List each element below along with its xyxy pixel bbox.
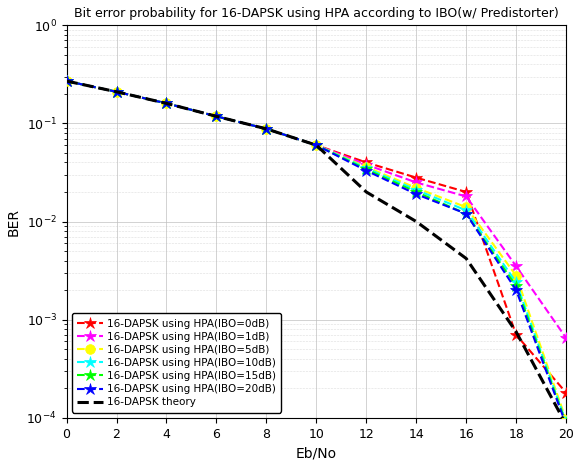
16-DAPSK using HPA(IBO=10dB) [363,165,370,171]
16-DAPSK using HPA(IBO=5dB) [562,417,569,423]
16-DAPSK using HPA(IBO=15dB) [562,420,569,426]
16-DAPSK using HPA(IBO=15dB) [363,167,370,172]
16-DAPSK theory [462,256,469,262]
16-DAPSK using HPA(IBO=15dB) [413,189,419,195]
16-DAPSK theory [163,100,170,106]
16-DAPSK theory [313,142,320,148]
16-DAPSK using HPA(IBO=20dB) [113,89,120,95]
16-DAPSK using HPA(IBO=1dB) [413,180,419,185]
16-DAPSK using HPA(IBO=1dB) [63,78,70,84]
16-DAPSK theory [63,78,70,84]
Line: 16-DAPSK using HPA(IBO=0dB): 16-DAPSK using HPA(IBO=0dB) [60,75,572,399]
16-DAPSK using HPA(IBO=20dB) [313,142,320,148]
16-DAPSK theory [263,126,270,132]
16-DAPSK using HPA(IBO=0dB) [263,126,270,132]
16-DAPSK using HPA(IBO=15dB) [163,100,170,106]
16-DAPSK using HPA(IBO=20dB) [562,422,569,427]
16-DAPSK using HPA(IBO=5dB) [363,164,370,170]
16-DAPSK theory [363,189,370,195]
Legend: 16-DAPSK using HPA(IBO=0dB), 16-DAPSK using HPA(IBO=1dB), 16-DAPSK using HPA(IBO: 16-DAPSK using HPA(IBO=0dB), 16-DAPSK us… [72,313,281,412]
16-DAPSK using HPA(IBO=10dB) [462,207,469,213]
16-DAPSK using HPA(IBO=10dB) [413,187,419,193]
16-DAPSK using HPA(IBO=10dB) [163,100,170,106]
16-DAPSK using HPA(IBO=15dB) [512,283,519,289]
Line: 16-DAPSK using HPA(IBO=10dB): 16-DAPSK using HPA(IBO=10dB) [60,75,572,429]
16-DAPSK using HPA(IBO=20dB) [263,126,270,132]
Line: 16-DAPSK theory: 16-DAPSK theory [67,81,566,425]
16-DAPSK using HPA(IBO=10dB) [213,113,220,119]
16-DAPSK theory [562,422,569,427]
16-DAPSK using HPA(IBO=20dB) [363,168,370,173]
16-DAPSK using HPA(IBO=5dB) [63,78,70,84]
16-DAPSK using HPA(IBO=5dB) [213,113,220,119]
16-DAPSK using HPA(IBO=1dB) [562,335,569,341]
16-DAPSK using HPA(IBO=5dB) [313,142,320,148]
Line: 16-DAPSK using HPA(IBO=5dB): 16-DAPSK using HPA(IBO=5dB) [62,76,571,425]
16-DAPSK using HPA(IBO=20dB) [213,113,220,119]
16-DAPSK using HPA(IBO=0dB) [413,175,419,180]
Title: Bit error probability for 16-DAPSK using HPA according to IBO(w/ Predistorter): Bit error probability for 16-DAPSK using… [74,7,559,20]
16-DAPSK using HPA(IBO=15dB) [213,113,220,119]
16-DAPSK using HPA(IBO=1dB) [263,126,270,132]
16-DAPSK using HPA(IBO=0dB) [313,142,320,148]
16-DAPSK using HPA(IBO=0dB) [213,113,220,119]
16-DAPSK using HPA(IBO=1dB) [462,194,469,199]
16-DAPSK using HPA(IBO=15dB) [313,142,320,148]
16-DAPSK using HPA(IBO=0dB) [512,332,519,338]
16-DAPSK using HPA(IBO=1dB) [313,142,320,148]
Line: 16-DAPSK using HPA(IBO=20dB): 16-DAPSK using HPA(IBO=20dB) [60,75,572,431]
16-DAPSK using HPA(IBO=20dB) [63,78,70,84]
16-DAPSK using HPA(IBO=10dB) [512,280,519,285]
16-DAPSK using HPA(IBO=5dB) [263,126,270,132]
16-DAPSK theory [413,219,419,224]
16-DAPSK theory [113,89,120,95]
16-DAPSK using HPA(IBO=10dB) [562,419,569,425]
16-DAPSK using HPA(IBO=0dB) [363,160,370,165]
16-DAPSK using HPA(IBO=0dB) [113,89,120,95]
X-axis label: Eb/No: Eb/No [296,446,337,460]
Y-axis label: BER: BER [7,207,21,235]
16-DAPSK using HPA(IBO=5dB) [163,100,170,106]
16-DAPSK using HPA(IBO=1dB) [363,162,370,168]
16-DAPSK using HPA(IBO=5dB) [413,185,419,191]
16-DAPSK using HPA(IBO=15dB) [113,89,120,95]
16-DAPSK using HPA(IBO=0dB) [163,100,170,106]
16-DAPSK theory [213,113,220,119]
16-DAPSK using HPA(IBO=1dB) [512,263,519,269]
16-DAPSK using HPA(IBO=1dB) [213,113,220,119]
16-DAPSK using HPA(IBO=10dB) [313,142,320,148]
16-DAPSK using HPA(IBO=15dB) [462,211,469,217]
16-DAPSK using HPA(IBO=15dB) [263,126,270,132]
Line: 16-DAPSK using HPA(IBO=1dB): 16-DAPSK using HPA(IBO=1dB) [60,75,572,344]
16-DAPSK using HPA(IBO=0dB) [562,390,569,396]
16-DAPSK theory [512,329,519,335]
16-DAPSK using HPA(IBO=20dB) [462,211,469,217]
16-DAPSK using HPA(IBO=20dB) [512,287,519,293]
16-DAPSK using HPA(IBO=5dB) [512,273,519,279]
Line: 16-DAPSK using HPA(IBO=15dB): 16-DAPSK using HPA(IBO=15dB) [60,75,572,430]
16-DAPSK using HPA(IBO=0dB) [462,189,469,195]
16-DAPSK using HPA(IBO=0dB) [63,78,70,84]
16-DAPSK using HPA(IBO=20dB) [163,100,170,106]
16-DAPSK using HPA(IBO=20dB) [413,191,419,197]
16-DAPSK using HPA(IBO=10dB) [63,78,70,84]
16-DAPSK using HPA(IBO=5dB) [462,205,469,210]
16-DAPSK using HPA(IBO=1dB) [113,89,120,95]
16-DAPSK using HPA(IBO=5dB) [113,89,120,95]
16-DAPSK using HPA(IBO=1dB) [163,100,170,106]
16-DAPSK using HPA(IBO=10dB) [263,126,270,132]
16-DAPSK using HPA(IBO=10dB) [113,89,120,95]
16-DAPSK using HPA(IBO=15dB) [63,78,70,84]
